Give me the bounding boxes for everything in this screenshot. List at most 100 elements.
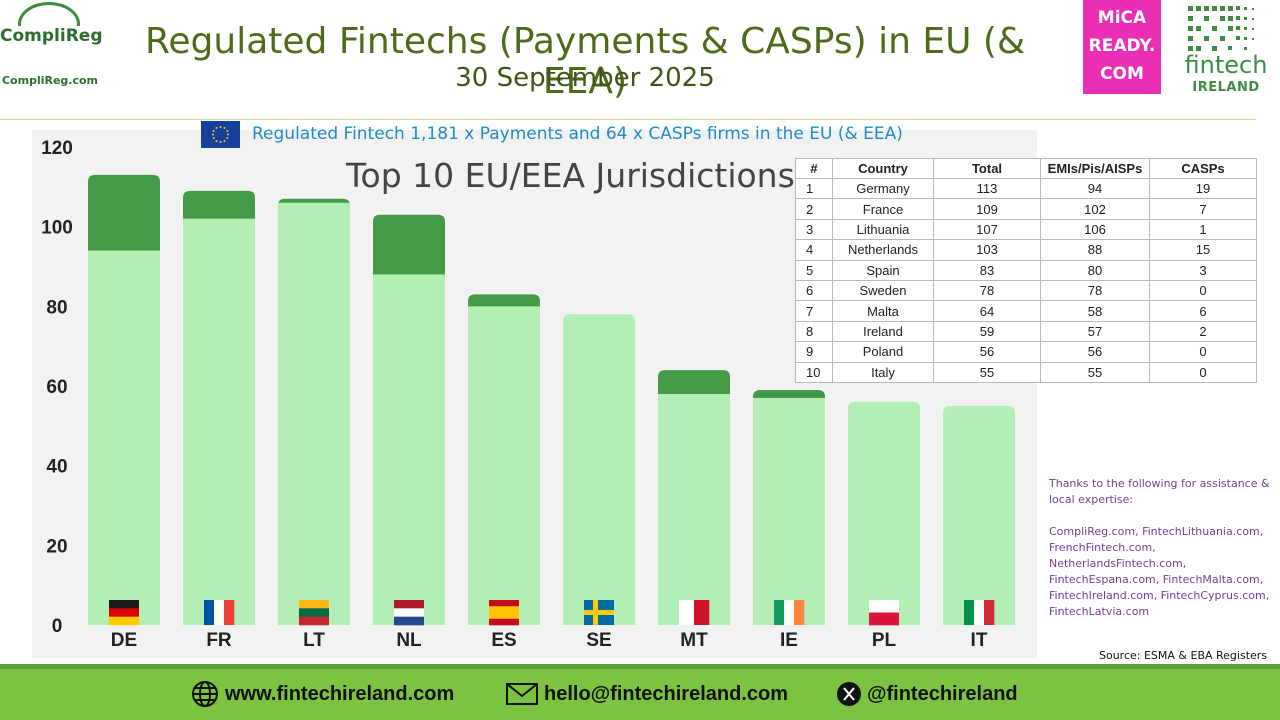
cell-total: 55 bbox=[933, 361, 1041, 383]
table-row: 7 Malta 64 58 6 bbox=[795, 300, 1257, 322]
x-tick-label: IE bbox=[780, 630, 798, 651]
cell-rank: 8 bbox=[795, 320, 833, 343]
table-row: 10 Italy 55 55 0 bbox=[795, 361, 1257, 383]
cell-total: 59 bbox=[933, 320, 1041, 343]
mica-line-3: COM bbox=[1100, 64, 1144, 84]
cell-casps: 15 bbox=[1149, 239, 1257, 261]
envelope-icon bbox=[506, 683, 538, 705]
cell-rank: 1 bbox=[795, 177, 833, 200]
flag-mt-icon bbox=[679, 600, 710, 625]
cell-casps: 6 bbox=[1149, 300, 1257, 322]
thanks-spacer bbox=[1049, 508, 1274, 524]
cell-emis: 80 bbox=[1040, 259, 1150, 281]
col-rank-header: # bbox=[795, 158, 833, 179]
eu-stars-icon bbox=[212, 126, 229, 143]
table-row: 1 Germany 113 94 19 bbox=[795, 177, 1257, 200]
bar-casps-pl bbox=[848, 401, 920, 625]
thanks-line: FintechLatvia.com bbox=[1049, 605, 1150, 618]
cell-emis: 94 bbox=[1040, 177, 1150, 200]
cell-emis: 88 bbox=[1040, 239, 1150, 261]
y-tick-label: 80 bbox=[46, 297, 67, 318]
page-subtitle: 30 September 2025 bbox=[455, 63, 715, 93]
cell-country: Italy bbox=[832, 361, 934, 383]
flag-se-icon bbox=[584, 600, 614, 625]
website-link[interactable]: www.fintechireland.com bbox=[225, 682, 455, 705]
thanks-line: FrenchFintech.com, bbox=[1049, 541, 1156, 554]
cell-casps: 1 bbox=[1149, 218, 1257, 241]
x-tick-label: PL bbox=[872, 630, 897, 651]
cell-total: 107 bbox=[933, 218, 1041, 241]
twitter-handle[interactable]: @fintechireland bbox=[867, 682, 1018, 705]
y-tick-label: 100 bbox=[41, 218, 73, 239]
bar-payments-fr bbox=[183, 218, 255, 625]
cell-country: Poland bbox=[832, 341, 934, 363]
header-divider bbox=[0, 119, 1256, 120]
dots-icon bbox=[1188, 6, 1254, 51]
x-tick-label: ES bbox=[491, 630, 516, 651]
flag-ie-icon bbox=[774, 600, 805, 625]
y-tick-label: 0 bbox=[52, 616, 63, 637]
x-tick-label: SE bbox=[586, 630, 611, 651]
cell-rank: 4 bbox=[795, 239, 833, 261]
cell-emis: 56 bbox=[1040, 341, 1150, 363]
x-tick-label: NL bbox=[396, 630, 422, 651]
logo-url: CompliReg.com bbox=[1, 74, 99, 87]
bar-payments-nl bbox=[373, 274, 445, 625]
chart-note: Regulated Fintech 1,181 x Payments and 6… bbox=[252, 124, 903, 144]
mica-line-1: MiCA bbox=[1097, 8, 1147, 28]
cell-casps: 7 bbox=[1149, 198, 1257, 220]
cell-rank: 7 bbox=[795, 300, 833, 322]
bar-casps-se bbox=[563, 314, 635, 625]
cell-emis: 106 bbox=[1040, 218, 1150, 241]
x-tick-label: FR bbox=[206, 630, 232, 651]
cell-emis: 55 bbox=[1040, 361, 1150, 383]
bar-casps-it bbox=[943, 405, 1015, 625]
footer: www.fintechireland.com hello@fintechirel… bbox=[0, 669, 1280, 720]
cell-total: 78 bbox=[933, 279, 1041, 302]
footer-website[interactable]: www.fintechireland.com bbox=[191, 678, 454, 710]
eu-flag-icon bbox=[201, 121, 240, 148]
cell-casps: 0 bbox=[1149, 361, 1257, 383]
flag-lt-icon bbox=[299, 600, 329, 626]
flag-fr-icon bbox=[204, 600, 235, 625]
cell-rank: 3 bbox=[795, 218, 833, 241]
flag-it-icon bbox=[964, 600, 995, 625]
flag-es-icon bbox=[489, 600, 519, 626]
table-row: 2 France 109 102 7 bbox=[795, 198, 1257, 220]
mica-ready-logo: MiCA READY. COM bbox=[1083, 0, 1161, 94]
cell-country: Malta bbox=[832, 300, 934, 322]
cell-casps: 0 bbox=[1149, 279, 1257, 302]
y-tick-label: 60 bbox=[46, 377, 67, 398]
table-row: 6 Sweden 78 78 0 bbox=[795, 279, 1257, 302]
col-country-header: Country bbox=[832, 158, 934, 179]
x-tick-label: MT bbox=[680, 630, 708, 651]
cell-total: 103 bbox=[933, 239, 1041, 261]
footer-twitter[interactable]: @fintechireland bbox=[837, 678, 1018, 710]
footer-divider bbox=[0, 664, 1280, 669]
cell-emis: 78 bbox=[1040, 279, 1150, 302]
email-link[interactable]: hello@fintechireland.com bbox=[544, 682, 788, 705]
table-row: 4 Netherlands 103 88 15 bbox=[795, 239, 1257, 261]
table-header-row: # Country Total EMIs/Pis/AISPs CASPs bbox=[795, 158, 1257, 179]
flag-nl-icon bbox=[394, 600, 424, 626]
cell-country: Lithuania bbox=[832, 218, 934, 241]
bar-payments-es bbox=[468, 306, 540, 625]
cell-total: 83 bbox=[933, 259, 1041, 281]
cell-casps: 19 bbox=[1149, 177, 1257, 200]
y-tick-label: 20 bbox=[46, 536, 67, 557]
cell-total: 56 bbox=[933, 341, 1041, 363]
table-row: 5 Spain 83 80 3 bbox=[795, 259, 1257, 281]
cell-rank: 10 bbox=[795, 361, 833, 383]
y-tick-label: 120 bbox=[41, 138, 73, 159]
cell-country: Sweden bbox=[832, 279, 934, 302]
cell-rank: 2 bbox=[795, 198, 833, 220]
col-total-header: Total bbox=[933, 158, 1041, 179]
footer-email[interactable]: hello@fintechireland.com bbox=[506, 678, 788, 710]
cell-total: 64 bbox=[933, 300, 1041, 322]
thanks-intro: Thanks to the following for assistance &… bbox=[1049, 477, 1270, 506]
cell-country: Germany bbox=[832, 177, 934, 200]
ireland-wordmark: IRELAND bbox=[1192, 80, 1260, 95]
bar-payments-ie bbox=[753, 397, 825, 625]
col-casps-header: CASPs bbox=[1149, 158, 1257, 179]
